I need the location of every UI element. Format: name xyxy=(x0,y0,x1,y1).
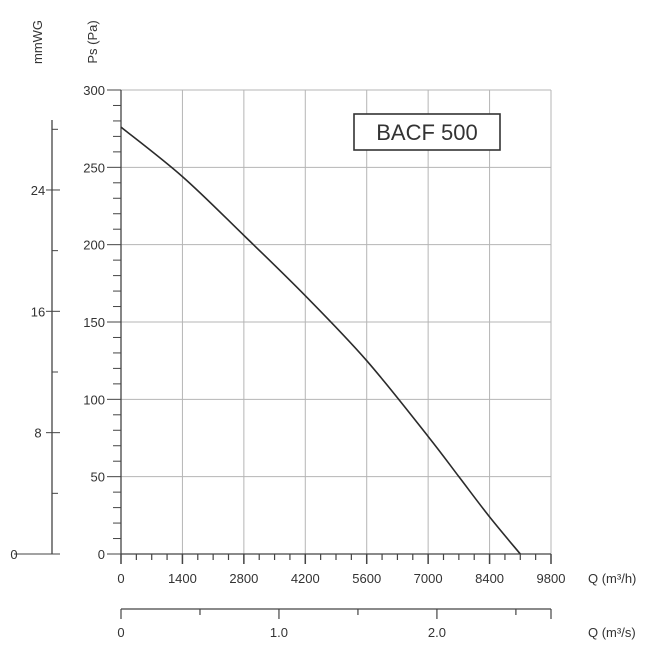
x-tick-label: 8400 xyxy=(475,571,504,586)
y-tick-label: 150 xyxy=(83,315,105,330)
y2-tick-label: 16 xyxy=(31,304,45,319)
x2-tick-label: 1.0 xyxy=(270,625,288,640)
series xyxy=(120,126,521,555)
labels: 0 50 100 150 200 250 300 0 1400 2800 4200 5600 7000 8… xyxy=(10,20,636,640)
x-tick-label: 5600 xyxy=(352,571,381,586)
chart-title-box xyxy=(353,113,501,151)
y2-tick-label: 8 xyxy=(34,426,41,441)
y2-axis-title: mmWG xyxy=(30,20,45,64)
grid xyxy=(121,89,552,554)
x-axis-title: Q (m³/h) xyxy=(588,571,636,586)
x2-tick-label: 0 xyxy=(117,625,124,640)
y-tick-label: 0 xyxy=(98,547,105,562)
series-line-0 xyxy=(120,126,521,555)
y-tick-label: 300 xyxy=(83,83,105,98)
x-tick-label: 4200 xyxy=(291,571,320,586)
x2-tick-label: 2.0 xyxy=(428,625,446,640)
chart-title: BACF 500 xyxy=(376,120,478,145)
y-tick-label: 50 xyxy=(91,470,105,485)
y-tick-label: 200 xyxy=(83,238,105,253)
x-tick-label: 0 xyxy=(117,571,124,586)
x-tick-label: 2800 xyxy=(229,571,258,586)
y-tick-label: 100 xyxy=(83,392,105,407)
y-tick-label: 250 xyxy=(83,160,105,175)
y2-tick-label: 0 xyxy=(10,547,17,562)
x2-axis-title: Q (m³/s) xyxy=(588,625,636,640)
y2-tick-label: 24 xyxy=(31,183,45,198)
x-tick-label: 7000 xyxy=(414,571,443,586)
x-tick-label: 9800 xyxy=(537,571,566,586)
y-axis-title: Ps (Pa) xyxy=(85,20,100,63)
axes xyxy=(14,89,552,619)
x-tick-label: 1400 xyxy=(168,571,197,586)
